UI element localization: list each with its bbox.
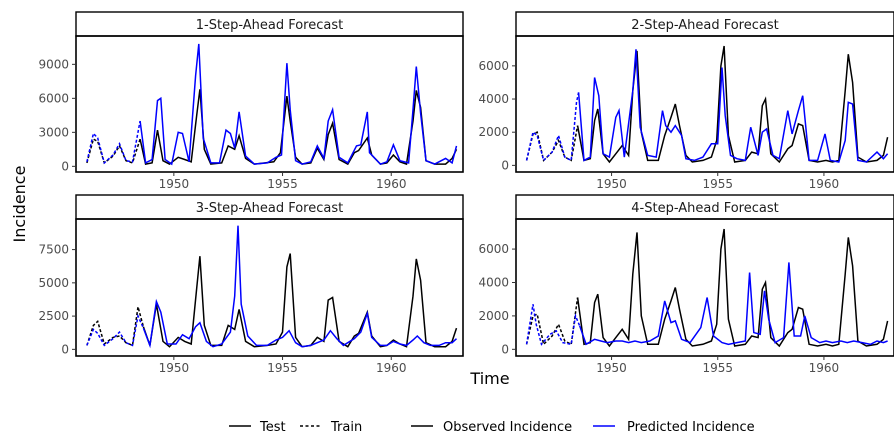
y-tick-label: 2000: [478, 125, 509, 139]
legend-label-train: Train: [330, 420, 362, 432]
x-tick-label: 1960: [376, 361, 407, 375]
y-tick-label: 0: [61, 159, 69, 173]
y-tick-label: 7500: [38, 243, 69, 257]
predicted-test-line: [139, 43, 458, 166]
predicted-test-line: [142, 225, 458, 349]
observed-test-line: [576, 45, 889, 164]
x-tick-label: 1960: [376, 177, 407, 191]
observed-train-line: [86, 137, 141, 165]
panel-1: 1-Step-Ahead Forecast 0 3000 6000 9000 1950 19…: [38, 11, 464, 191]
panel-strip: [75, 11, 464, 37]
x-axis-title: Time: [469, 369, 509, 388]
y-tick-label: 6000: [478, 242, 509, 256]
observed-train-line: [525, 297, 579, 346]
panel-border: [75, 35, 464, 173]
y-axis-title: Incidence: [10, 166, 29, 243]
panel-title: 2-Step-Ahead Forecast: [631, 18, 778, 33]
y-tick-label: 5000: [38, 276, 69, 290]
panel-border: [515, 35, 894, 173]
y-tick-label: 4000: [478, 92, 509, 106]
observed-test-line: [139, 89, 458, 166]
predicted-train-line: [525, 304, 581, 346]
legend-label-observed: Observed Incidence: [443, 420, 572, 432]
panel-title: 1-Step-Ahead Forecast: [196, 18, 343, 33]
x-tick-label: 1955: [702, 177, 733, 191]
y-tick-label: 4000: [478, 275, 509, 289]
legend-label-test: Test: [259, 420, 286, 432]
observed-train-line: [86, 306, 145, 347]
panel-title: 4-Step-Ahead Forecast: [631, 201, 778, 216]
x-tick-label: 1955: [267, 177, 298, 191]
y-tick-label: 0: [501, 158, 509, 172]
panel-border: [75, 218, 464, 357]
observed-test-line: [576, 228, 889, 348]
legend-label-predicted: Predicted Incidence: [627, 420, 755, 432]
y-tick-label: 2500: [38, 309, 69, 323]
y-tick-label: 0: [501, 342, 509, 356]
predicted-train-line: [86, 313, 145, 347]
predicted-test-line: [578, 262, 888, 346]
x-tick-label: 1960: [809, 361, 840, 375]
y-tick-label: 6000: [478, 59, 509, 73]
panel-3: 3-Step-Ahead Forecast 0 2500 5000 7500 1950 19…: [38, 194, 464, 375]
x-tick-label: 1950: [159, 177, 190, 191]
predicted-train-line: [525, 92, 580, 162]
y-tick-label: 2000: [478, 309, 509, 323]
x-tick-label: 1955: [702, 361, 733, 375]
panel-strip: [515, 11, 894, 37]
x-tick-label: 1950: [596, 177, 627, 191]
predicted-test-line: [577, 49, 889, 163]
x-tick-label: 1960: [809, 177, 840, 191]
x-tick-label: 1950: [159, 361, 190, 375]
panel-title: 3-Step-Ahead Forecast: [196, 201, 343, 216]
panel-4: 4-Step-Ahead Forecast 0 2000 4000 6000 1950 19…: [478, 194, 894, 375]
y-tick-label: 9000: [38, 57, 69, 71]
panel-border: [515, 218, 894, 357]
panel-2: 2-Step-Ahead Forecast 0 2000 4000 6000 1950 19…: [478, 11, 894, 191]
observed-test-line: [142, 253, 458, 348]
y-tick-label: 6000: [38, 91, 69, 105]
legend: Test Train Observed Incidence Predicted …: [229, 420, 755, 432]
observed-train-line: [525, 125, 579, 162]
x-tick-label: 1950: [596, 361, 627, 375]
predicted-train-line: [86, 120, 141, 165]
x-tick-label: 1955: [267, 361, 298, 375]
y-tick-label: 0: [61, 342, 69, 356]
y-tick-label: 3000: [38, 125, 69, 139]
